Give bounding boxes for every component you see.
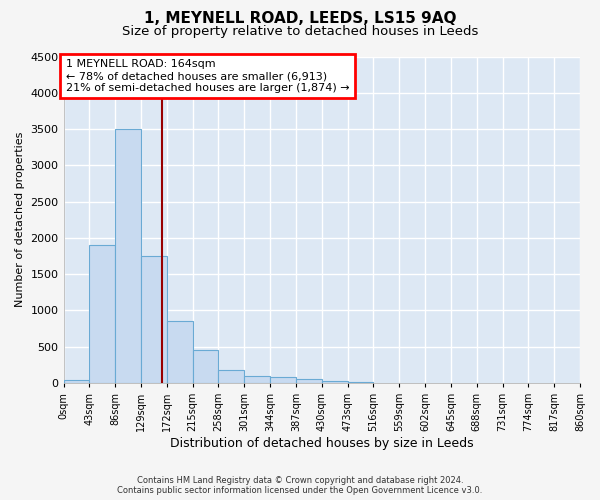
Y-axis label: Number of detached properties: Number of detached properties bbox=[15, 132, 25, 308]
Bar bbox=[167, 322, 193, 383]
Bar bbox=[270, 377, 296, 383]
Bar bbox=[193, 350, 218, 383]
Text: Size of property relative to detached houses in Leeds: Size of property relative to detached ho… bbox=[122, 25, 478, 38]
Bar bbox=[64, 380, 89, 383]
Bar bbox=[347, 382, 373, 383]
Bar bbox=[218, 370, 244, 383]
Text: 1, MEYNELL ROAD, LEEDS, LS15 9AQ: 1, MEYNELL ROAD, LEEDS, LS15 9AQ bbox=[144, 11, 456, 26]
X-axis label: Distribution of detached houses by size in Leeds: Distribution of detached houses by size … bbox=[170, 437, 473, 450]
Text: 1 MEYNELL ROAD: 164sqm
← 78% of detached houses are smaller (6,913)
21% of semi-: 1 MEYNELL ROAD: 164sqm ← 78% of detached… bbox=[66, 60, 350, 92]
Bar bbox=[141, 256, 167, 383]
Text: Contains HM Land Registry data © Crown copyright and database right 2024.
Contai: Contains HM Land Registry data © Crown c… bbox=[118, 476, 482, 495]
Bar bbox=[244, 376, 270, 383]
Bar bbox=[89, 245, 115, 383]
Bar bbox=[322, 381, 347, 383]
Bar bbox=[115, 129, 141, 383]
Bar bbox=[296, 380, 322, 383]
